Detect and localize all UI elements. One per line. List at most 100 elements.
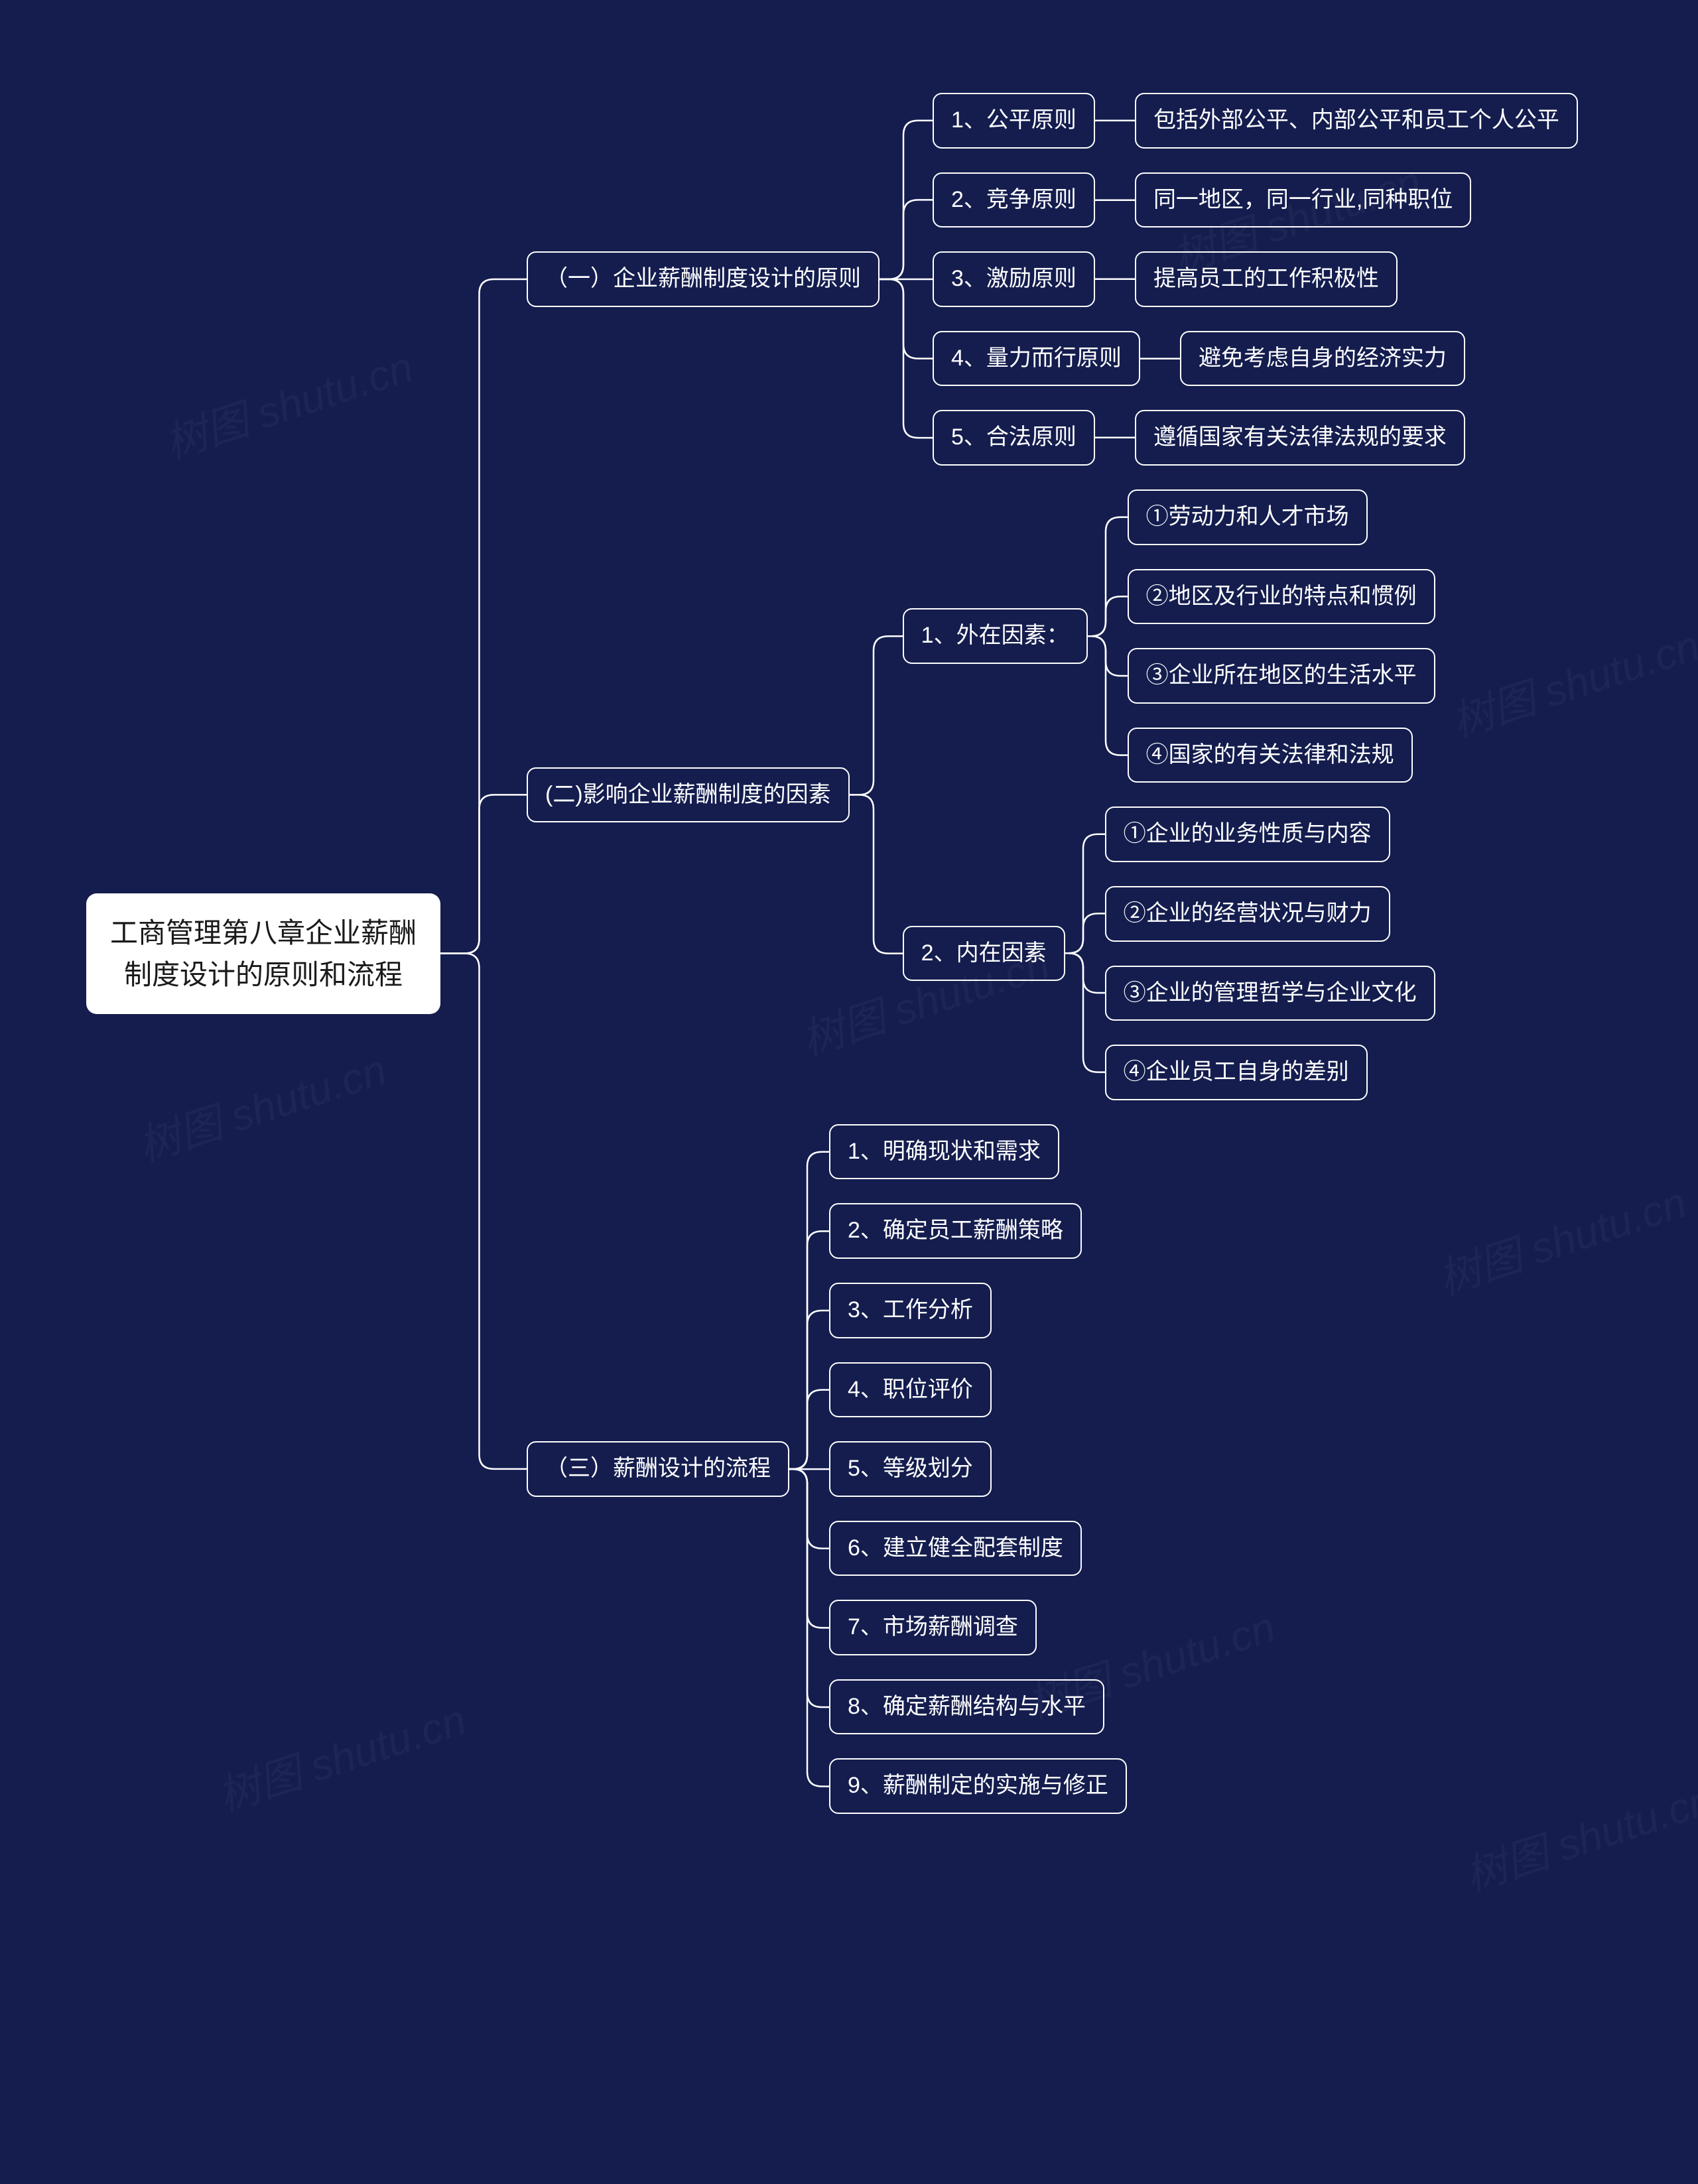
mindmap-node: 7、市场薪酬调查 xyxy=(829,1600,1037,1655)
mindmap-node: 2、确定员工薪酬策略 xyxy=(829,1203,1082,1259)
connector-holder xyxy=(1140,331,1180,387)
mindmap-node: ①企业的业务性质与内容 xyxy=(1105,806,1390,862)
mindmap-node: 5、合法原则 xyxy=(933,410,1095,466)
connector xyxy=(1095,410,1135,439)
connector xyxy=(440,93,527,1470)
mindmap-node: （一）企业薪酬制度设计的原则 xyxy=(527,251,880,307)
mindmap-node: 包括外部公平、内部公平和员工个人公平 xyxy=(1135,93,1578,149)
branch: 8、确定薪酬结构与水平 xyxy=(829,1679,1127,1735)
root-node: 工商管理第八章企业薪酬 制度设计的原则和流程 xyxy=(86,893,440,1014)
branch: 5、合法原则遵循国家有关法律法规的要求 xyxy=(933,410,1578,466)
branch: 4、量力而行原则避免考虑自身的经济实力 xyxy=(933,331,1578,387)
branch: (二)影响企业薪酬制度的因素 1、外在因素： ①劳动力和人才市场 ②地区及行业的特点和… xyxy=(527,489,1578,1100)
connector xyxy=(880,93,933,439)
mindmap-node: 4、量力而行原则 xyxy=(933,331,1140,387)
children-column: 1、明确现状和需求 2、确定员工薪酬策略 3、工作分析 4、职位评价 5、等级划分 6、建… xyxy=(829,1124,1127,1814)
mindmap-node: 1、公平原则 xyxy=(933,93,1095,149)
connector-holder xyxy=(1095,172,1135,228)
branch: 3、激励原则提高员工的工作积极性 xyxy=(933,251,1578,307)
branch: ③企业所在地区的生活水平 xyxy=(1128,648,1435,704)
connector-holder xyxy=(880,93,933,466)
branch: 2、竞争原则同一地区，同一行业,同种职位 xyxy=(933,172,1578,228)
branch: 7、市场薪酬调查 xyxy=(829,1600,1127,1655)
branch: （一）企业薪酬制度设计的原则 1、公平原则包括外部公平、内部公平和员工个人公平 2、… xyxy=(527,93,1578,466)
connector-holder xyxy=(1095,93,1135,149)
mindmap-node: ④企业员工自身的差别 xyxy=(1105,1045,1368,1100)
children-column: 1、公平原则包括外部公平、内部公平和员工个人公平 2、竞争原则同一地区，同一行业,… xyxy=(933,93,1578,466)
mindmap-node: ③企业所在地区的生活水平 xyxy=(1128,648,1435,704)
branch: 9、薪酬制定的实施与修正 xyxy=(829,1758,1127,1814)
connector-holder xyxy=(440,93,527,1814)
connector-holder xyxy=(789,1124,829,1814)
branch: 遵循国家有关法律法规的要求 xyxy=(1135,410,1465,466)
branch: 1、明确现状和需求 xyxy=(829,1124,1127,1180)
branch: ④企业员工自身的差别 xyxy=(1105,1045,1435,1100)
branch: 6、建立健全配套制度 xyxy=(829,1521,1127,1576)
branch: ①企业的业务性质与内容 xyxy=(1105,806,1435,862)
branch: 1、外在因素： ①劳动力和人才市场 ②地区及行业的特点和惯例 ③企业所在地区的生活水平… xyxy=(903,489,1435,783)
branch: 提高员工的工作积极性 xyxy=(1135,251,1398,307)
children-column: 遵循国家有关法律法规的要求 xyxy=(1135,410,1465,466)
children-column: 提高员工的工作积极性 xyxy=(1135,251,1398,307)
connector xyxy=(850,489,903,955)
branch: ②企业的经营状况与财力 xyxy=(1105,886,1435,942)
connector-holder xyxy=(1095,251,1135,307)
mindmap-node: ③企业的管理哲学与企业文化 xyxy=(1105,966,1435,1021)
connector-holder xyxy=(1095,410,1135,466)
mindmap-node: 8、确定薪酬结构与水平 xyxy=(829,1679,1104,1735)
mindmap-node: （三）薪酬设计的流程 xyxy=(527,1441,789,1497)
mindmap-node: ②地区及行业的特点和惯例 xyxy=(1128,569,1435,625)
branch: 同一地区，同一行业,同种职位 xyxy=(1135,172,1471,228)
mindmap-node: 6、建立健全配套制度 xyxy=(829,1521,1082,1576)
branch: ④国家的有关法律和法规 xyxy=(1128,728,1435,783)
mindmap-node: 避免考虑自身的经济实力 xyxy=(1180,331,1465,387)
branch: 5、等级划分 xyxy=(829,1441,1127,1497)
mindmap-node: ①劳动力和人才市场 xyxy=(1128,489,1368,545)
mindmap-root-container: 工商管理第八章企业薪酬 制度设计的原则和流程 （一）企业薪酬制度设计的原则 1、公平… xyxy=(86,93,1578,1814)
connector xyxy=(1095,251,1135,281)
mindmap-node: ④国家的有关法律和法规 xyxy=(1128,728,1413,783)
branch: 工商管理第八章企业薪酬 制度设计的原则和流程 （一）企业薪酬制度设计的原则 1、公平… xyxy=(86,93,1578,1814)
mindmap-node: 9、薪酬制定的实施与修正 xyxy=(829,1758,1127,1814)
branch: 2、内在因素 ①企业的业务性质与内容 ②企业的经营状况与财力 ③企业的管理哲学与企业文… xyxy=(903,806,1435,1100)
branch: 4、职位评价 xyxy=(829,1362,1127,1418)
children-column: ①劳动力和人才市场 ②地区及行业的特点和惯例 ③企业所在地区的生活水平 ④国家的有关法… xyxy=(1128,489,1435,783)
children-column: 1、外在因素： ①劳动力和人才市场 ②地区及行业的特点和惯例 ③企业所在地区的生活水平… xyxy=(903,489,1435,1100)
connector xyxy=(1140,331,1180,360)
children-column: 包括外部公平、内部公平和员工个人公平 xyxy=(1135,93,1578,149)
children-column: （一）企业薪酬制度设计的原则 1、公平原则包括外部公平、内部公平和员工个人公平 2、… xyxy=(527,93,1578,1814)
branch: 1、公平原则包括外部公平、内部公平和员工个人公平 xyxy=(933,93,1578,149)
connector xyxy=(1095,93,1135,122)
branch: 包括外部公平、内部公平和员工个人公平 xyxy=(1135,93,1578,149)
mindmap-node: ②企业的经营状况与财力 xyxy=(1105,886,1390,942)
connector xyxy=(789,1124,829,1788)
mindmap-node: (二)影响企业薪酬制度的因素 xyxy=(527,767,850,823)
mindmap-node: 3、工作分析 xyxy=(829,1283,992,1338)
branch: 3、工作分析 xyxy=(829,1283,1127,1338)
branch: 避免考虑自身的经济实力 xyxy=(1180,331,1465,387)
connector-holder xyxy=(1065,806,1105,1100)
connector xyxy=(1065,806,1105,1074)
branch: 2、确定员工薪酬策略 xyxy=(829,1203,1127,1259)
children-column: ①企业的业务性质与内容 ②企业的经营状况与财力 ③企业的管理哲学与企业文化 ④企业员工… xyxy=(1105,806,1435,1100)
branch: ②地区及行业的特点和惯例 xyxy=(1128,569,1435,625)
mindmap-node: 提高员工的工作积极性 xyxy=(1135,251,1398,307)
mindmap-node: 同一地区，同一行业,同种职位 xyxy=(1135,172,1471,228)
mindmap-node: 1、明确现状和需求 xyxy=(829,1124,1059,1180)
mindmap-node: 2、竞争原则 xyxy=(933,172,1095,228)
connector xyxy=(1088,489,1128,757)
mindmap-node: 5、等级划分 xyxy=(829,1441,992,1497)
branch: （三）薪酬设计的流程 1、明确现状和需求 2、确定员工薪酬策略 3、工作分析 4、职位评… xyxy=(527,1124,1578,1814)
mindmap-node: 2、内在因素 xyxy=(903,926,1065,982)
mindmap-node: 3、激励原则 xyxy=(933,251,1095,307)
branch: ③企业的管理哲学与企业文化 xyxy=(1105,966,1435,1021)
branch: ①劳动力和人才市场 xyxy=(1128,489,1435,545)
connector xyxy=(1095,172,1135,202)
mindmap-node: 1、外在因素： xyxy=(903,608,1088,664)
children-column: 避免考虑自身的经济实力 xyxy=(1180,331,1465,387)
connector-holder xyxy=(850,489,903,1100)
connector-holder xyxy=(1088,489,1128,783)
children-column: 同一地区，同一行业,同种职位 xyxy=(1135,172,1471,228)
mindmap-node: 遵循国家有关法律法规的要求 xyxy=(1135,410,1465,466)
mindmap-node: 4、职位评价 xyxy=(829,1362,992,1418)
